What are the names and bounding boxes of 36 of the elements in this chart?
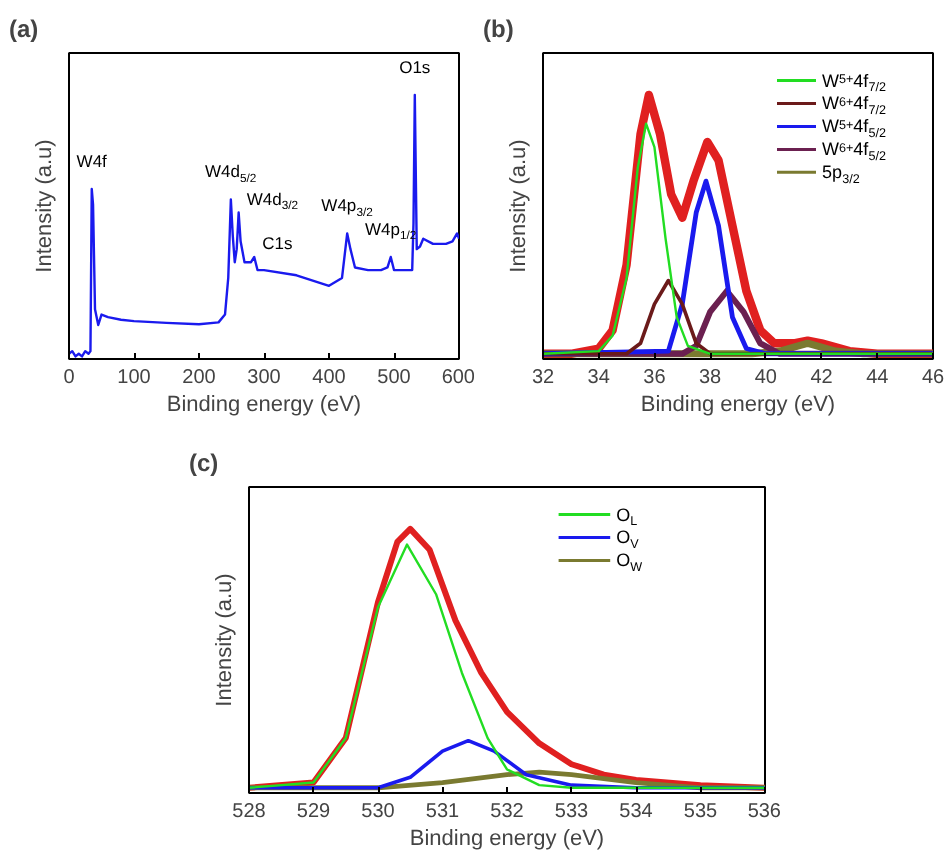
x-tick-label: 44	[866, 367, 890, 389]
x-tick-label: 534	[619, 801, 654, 823]
x-tick-label: 40	[754, 367, 778, 389]
x-tick-label: 42	[810, 367, 834, 389]
x-axis-title: Binding energy (eV)	[409, 827, 605, 851]
x-tick-label: 200	[182, 367, 217, 389]
x-tick-label: 32	[531, 367, 555, 389]
x-tick-label: 536	[747, 801, 782, 823]
annotation: C1s	[262, 233, 293, 253]
x-tick-label: 34	[587, 367, 611, 389]
chart-title: (c)	[189, 449, 219, 477]
y-axis-title: Intensity (a.u)	[213, 573, 237, 707]
x-tick-label: 400	[312, 367, 347, 389]
x-tick-label: 529	[296, 801, 332, 823]
x-tick-label: 535	[683, 801, 719, 823]
annotation: O1s	[399, 56, 431, 77]
x-tick-label: 500	[377, 367, 412, 389]
x-tick-label: 36	[643, 367, 667, 389]
y-axis-title: Intensity (a.u)	[507, 139, 531, 273]
x-tick-label: 0	[63, 367, 76, 389]
x-tick-label: 600	[441, 367, 476, 389]
x-tick-label: 528	[232, 801, 267, 823]
x-axis-title: Binding energy (eV)	[640, 393, 836, 417]
chart-title: (a)	[9, 15, 39, 43]
x-axis-title: Binding energy (eV)	[166, 393, 362, 417]
x-tick-label: 532	[490, 801, 525, 823]
y-axis-title: Intensity (a.u)	[33, 139, 57, 273]
x-tick-label: 100	[117, 367, 152, 389]
x-tick-label: 300	[247, 367, 282, 389]
annotation: W4f	[76, 151, 109, 171]
x-tick-label: 533	[554, 801, 590, 823]
x-tick-label: 46	[921, 367, 945, 389]
chart-title: (b)	[483, 15, 514, 43]
x-tick-label: 531	[425, 801, 461, 823]
x-tick-label: 530	[361, 801, 396, 823]
x-tick-label: 38	[699, 367, 723, 389]
